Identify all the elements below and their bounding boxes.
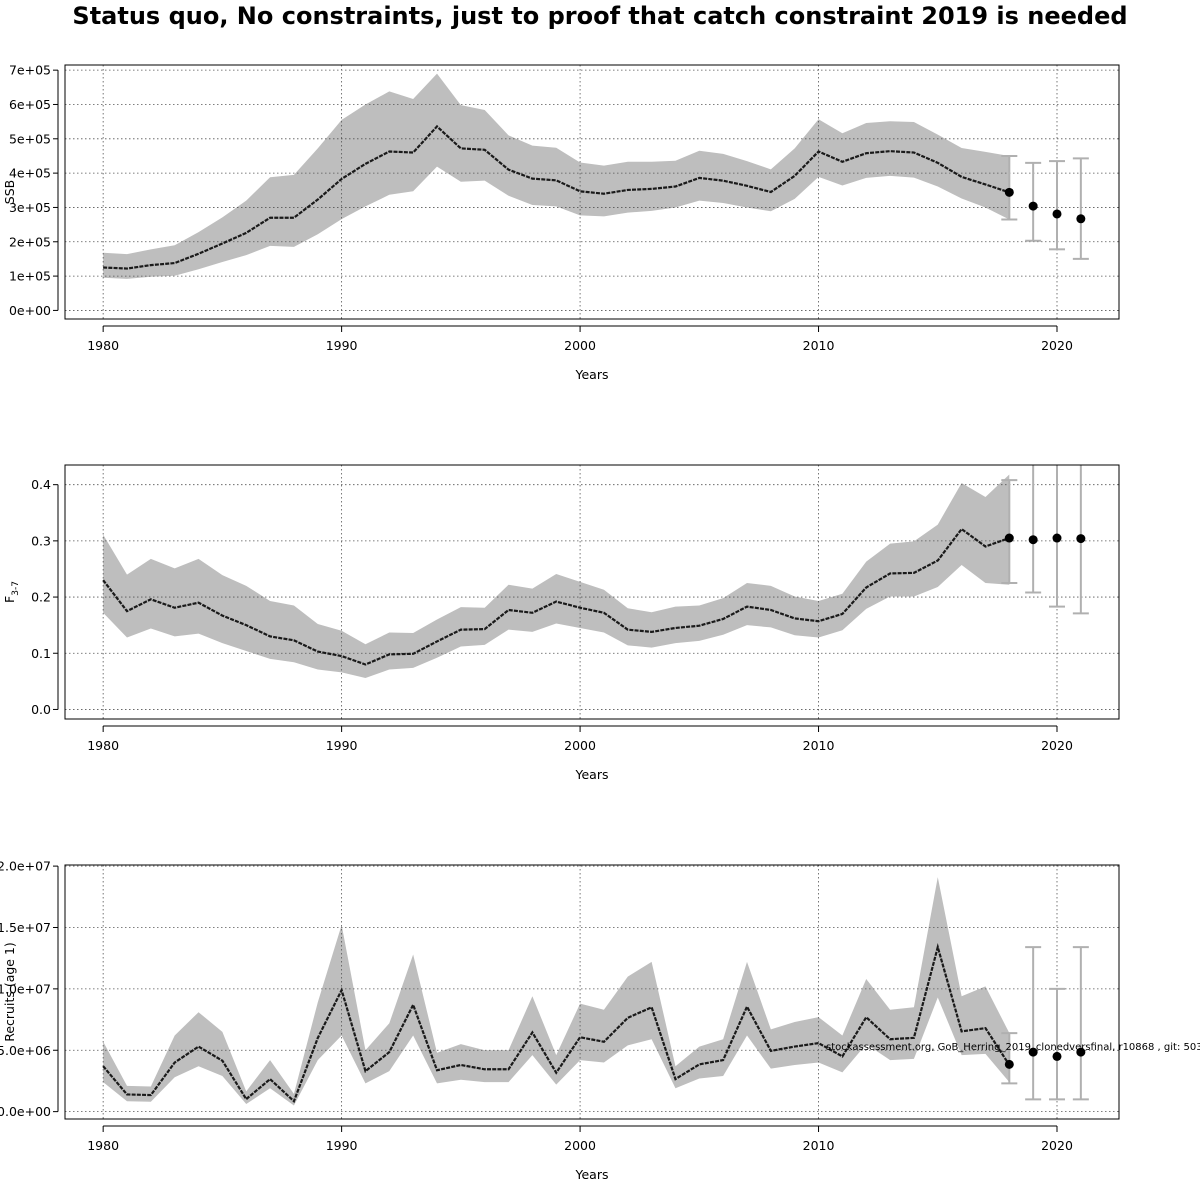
- y-tick-label: 4e+05: [9, 166, 51, 181]
- panel-1: 1980 1990 2000 2010 2020 Years 0.0 0.1 0.2 0.3 0.4…: [2, 464, 1120, 782]
- forecast-point: [1052, 533, 1062, 543]
- forecast-point: [1004, 187, 1014, 197]
- forecast-errorbar: [1001, 1032, 1018, 1085]
- x-tick-label: 2020: [1041, 338, 1073, 353]
- estimate-line: [102, 942, 1011, 1104]
- forecast-errorbar: [1072, 157, 1089, 260]
- y-tick-label: 0.1: [31, 646, 51, 661]
- panel-0: 1980 1990 2000 2010 2020 Years 0e+00 1e+05 2e+05…: [2, 63, 1120, 382]
- forecast-errorbar: [1049, 987, 1065, 1101]
- y-tick-label: 1.0e+07: [0, 981, 51, 996]
- forecast-point: [1028, 535, 1038, 545]
- x-tick-label: 1990: [326, 338, 358, 353]
- forecast-point: [1004, 1059, 1014, 1069]
- x-tick-label: 1990: [326, 1138, 358, 1153]
- x-tick-label: 2010: [803, 1138, 835, 1153]
- y-tick-label: 1.5e+07: [0, 920, 51, 935]
- y-tick-label: 2e+05: [9, 234, 51, 249]
- y-tick-label: 1e+05: [9, 269, 51, 284]
- forecast-errorbar: [1001, 154, 1018, 221]
- x-tick-label: 2000: [564, 738, 596, 753]
- y-axis-title: Recruits (age 1): [2, 942, 17, 1042]
- forecast-point: [1076, 534, 1086, 544]
- y-tick-label: 6e+05: [9, 97, 51, 112]
- x-tick-label: 1980: [87, 738, 119, 753]
- x-tick-label: 1980: [87, 1138, 119, 1153]
- forecast-errorbar: [1025, 465, 1042, 594]
- y-tick-label: 3e+05: [9, 200, 51, 215]
- y-tick-label: 0.0e+00: [0, 1104, 51, 1119]
- confidence-band: [103, 474, 1010, 678]
- x-tick-label: 2000: [564, 338, 596, 353]
- forecast-point: [1076, 214, 1086, 224]
- y-tick-label: 0.4: [31, 477, 51, 492]
- chart-title: Status quo, No constraints, just to proo…: [72, 2, 1127, 30]
- y-axis-title: F3-7: [2, 581, 21, 603]
- x-tick-label: 2000: [564, 1138, 596, 1153]
- x-tick-label: 2020: [1041, 1138, 1073, 1153]
- confidence-band: [103, 877, 1010, 1106]
- plot-frame: [64, 864, 1120, 1120]
- y-tick-label: 0.0: [31, 702, 51, 717]
- forecast-point: [1052, 209, 1062, 219]
- forecast-point: [1028, 201, 1038, 211]
- estimate-line: [102, 527, 1010, 666]
- forecast-errorbar: [1025, 946, 1042, 1101]
- x-tick-label: 1980: [87, 338, 119, 353]
- plot-frame: [64, 464, 1120, 720]
- x-axis-title: Years: [575, 1167, 609, 1182]
- forecast-point: [1028, 1047, 1038, 1057]
- y-tick-label: 0e+00: [9, 303, 51, 318]
- x-axis-title: Years: [575, 767, 609, 782]
- x-tick-label: 2010: [803, 738, 835, 753]
- forecast-point: [1076, 1047, 1086, 1057]
- y-tick-label: 5e+05: [9, 131, 51, 146]
- x-axis-title: Years: [575, 367, 609, 382]
- estimate-line: [103, 124, 1010, 270]
- y-axis-title: SSB: [2, 180, 17, 204]
- forecast-point: [1004, 533, 1014, 543]
- confidence-band: [103, 73, 1010, 279]
- forecast-point: [1052, 1051, 1062, 1061]
- forecast-errorbar: [1049, 160, 1065, 251]
- y-tick-label: 7e+05: [9, 63, 51, 78]
- forecast-errorbar: [1072, 946, 1089, 1101]
- x-tick-label: 2020: [1041, 738, 1073, 753]
- forecast-errorbar: [1001, 479, 1018, 585]
- plot-frame: [64, 64, 1120, 320]
- x-tick-label: 1990: [326, 738, 358, 753]
- x-tick-label: 2010: [803, 338, 835, 353]
- y-tick-label: 2.0e+07: [0, 859, 51, 874]
- footnote: stockassessment.org, GoB_Herring_2019_cl…: [826, 1042, 1200, 1053]
- panel-2: 1980 1990 2000 2010 2020 Years 0.0e+00 5.0e+06 1…: [0, 859, 1120, 1182]
- y-tick-label: 0.2: [31, 590, 51, 605]
- y-tick-label: 5.0e+06: [0, 1043, 51, 1058]
- y-tick-label: 0.3: [31, 533, 51, 548]
